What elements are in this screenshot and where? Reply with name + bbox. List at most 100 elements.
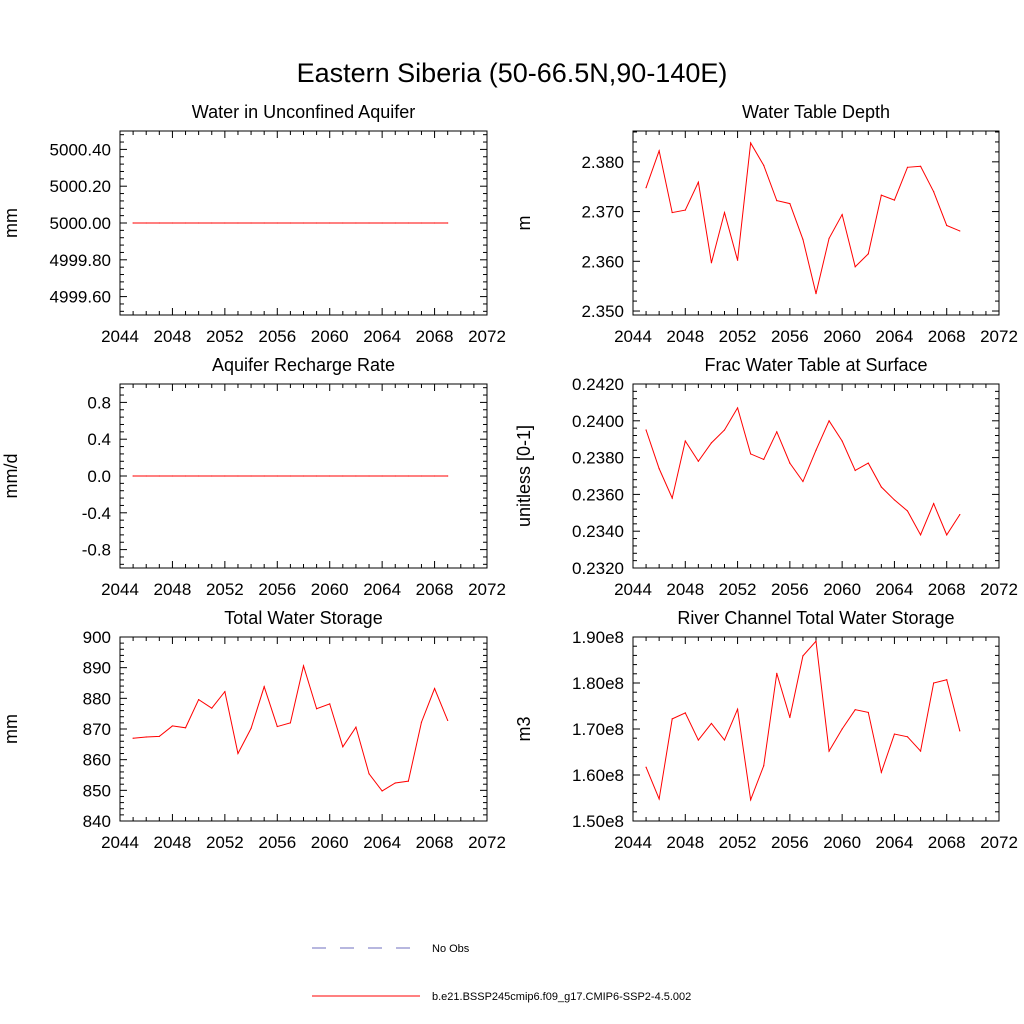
frac-water-table-at-surface-data-point [697,460,699,462]
x-tick-label: 2068 [416,327,454,346]
aquifer-recharge-rate-data-point [211,475,213,477]
x-tick-label: 2056 [771,580,809,599]
plot-frame [632,130,1000,316]
y-tick-label: 1.90e8 [572,628,624,647]
frac-water-table-at-surface-data-point [959,514,961,516]
x-tick-label: 2060 [823,580,861,599]
aquifer-recharge-rate-data-point [316,475,318,477]
x-tick-label: 2048 [154,833,192,852]
water-table-depth-data-point [684,209,686,211]
frac-water-table-at-surface-data-point [906,510,909,512]
total-water-storage-data-point [132,737,134,739]
total-water-storage-data-point [224,690,226,693]
aquifer-recharge-rate-data-point [158,475,160,477]
x-tick-label: 2044 [614,833,652,852]
water-table-depth-data-point [802,238,804,241]
y-axis-label: m3 [514,716,534,741]
river-channel-total-water-storage-data-point [802,655,804,657]
x-tick-label: 2052 [206,833,244,852]
total-water-storage-data-point [276,725,278,728]
aquifer-recharge-rate-data-point [342,475,344,477]
x-tick-label: 2056 [771,327,809,346]
water-in-unconfined-aquifer-data-point [289,222,291,224]
total-water-storage-data-point [145,736,147,738]
x-tick-label: 2048 [666,327,704,346]
aquifer-recharge-rate-data-point [407,475,409,477]
water-in-unconfined-aquifer-data-point [198,222,200,224]
x-tick-label: 2052 [719,327,757,346]
water-table-depth-data-point [854,266,856,268]
water-table-depth-data-point [789,203,791,205]
y-tick-label: 0.2340 [572,522,624,541]
frac-water-table-at-surface-data-point [946,534,948,536]
y-tick-label: 2.370 [581,203,624,222]
water-table-depth-data-point [946,224,948,227]
x-tick-label: 2060 [311,327,349,346]
water-in-unconfined-aquifer-data-point [171,222,174,224]
water-in-unconfined-aquifer-data-point [302,222,305,224]
water-table-depth-data-point [828,237,830,240]
y-tick-label: 0.2320 [572,559,624,578]
aquifer-recharge-rate-data-point [263,475,265,477]
river-channel-total-water-storage-data-point [763,765,765,767]
aquifer-recharge-rate-data-point [329,475,331,477]
water-table-depth-data-point [776,200,778,202]
aquifer-recharge-rate-data-point [132,475,134,477]
aquifer-recharge-rate-data-point [145,475,147,477]
total-water-storage-data-point [355,726,357,728]
frac-water-table-at-surface-data-point [671,497,673,499]
y-tick-label: 0.0 [87,467,111,486]
frac-water-table-at-surface-data-point [841,440,843,442]
water-in-unconfined-aquifer-data-point [263,222,265,224]
x-tick-label: 2064 [363,327,401,346]
y-tick-label: 1.50e8 [572,812,624,831]
water-table-depth-data-point [763,164,765,166]
river-channel-total-water-storage-data-point [750,799,752,801]
water-in-unconfined-aquifer-data-point [329,222,331,224]
aquifer-recharge-rate-data-point [433,475,436,477]
water-table-depth-data-point [736,259,739,261]
y-tick-label: 5000.40 [50,140,111,159]
x-tick-label: 2060 [311,833,349,852]
x-tick-label: 2052 [206,580,244,599]
water-table-depth-data-point [723,211,726,214]
y-tick-label: 2.350 [581,302,624,321]
figure-title: Eastern Siberia (50-66.5N,90-140E) [297,58,728,88]
river-channel-total-water-storage-data-point [841,728,843,730]
y-tick-label: 2.380 [581,153,624,172]
frac-water-table-at-surface-data-point [684,440,686,442]
y-tick-label: 840 [83,812,111,831]
y-tick-label: 5000.20 [50,177,111,196]
legend: No Obs b.e21.BSSP245cmip6.f09_g17.CMIP6-… [312,943,691,1003]
aquifer-recharge-rate-data-point [302,475,305,477]
water-in-unconfined-aquifer-data-point [407,222,409,224]
aquifer-recharge-rate-data-point [447,475,449,477]
panel-title: Water Table Depth [742,102,890,122]
river-channel-total-water-storage-data-point [919,750,922,752]
aquifer-recharge-rate-data-point [355,475,357,477]
total-water-storage-data-point [237,752,239,755]
x-tick-label: 2044 [101,327,139,346]
x-tick-label: 2072 [980,580,1018,599]
aquifer-recharge-rate-data-point [198,475,200,477]
total-water-storage-data-point [381,790,383,792]
x-tick-label: 2072 [468,833,506,852]
frac-water-table-at-surface-series-line [645,406,961,537]
river-channel-total-water-storage-data-point [736,708,739,710]
aquifer-recharge-rate-data-point [224,475,226,477]
x-tick-label: 2064 [876,327,914,346]
x-tick-label: 2064 [876,580,914,599]
water-table-depth-data-point [880,194,882,196]
river-channel-total-water-storage-data-point [828,750,830,752]
water-table-depth-data-point [841,213,843,216]
water-table-depth-data-point [671,211,673,214]
panel-total-water-storage: Total Water Storage mm 2044 2048 2052 2056 206… [1,608,506,852]
water-table-depth-data-point [906,166,909,168]
water-in-unconfined-aquifer-data-point [145,222,147,224]
y-axis-label: unitless [0-1] [514,425,534,527]
x-tick-label: 2068 [928,833,966,852]
river-channel-total-water-storage-data-point [723,739,726,741]
y-tick-label: 1.70e8 [572,720,624,739]
x-tick-label: 2044 [101,833,139,852]
